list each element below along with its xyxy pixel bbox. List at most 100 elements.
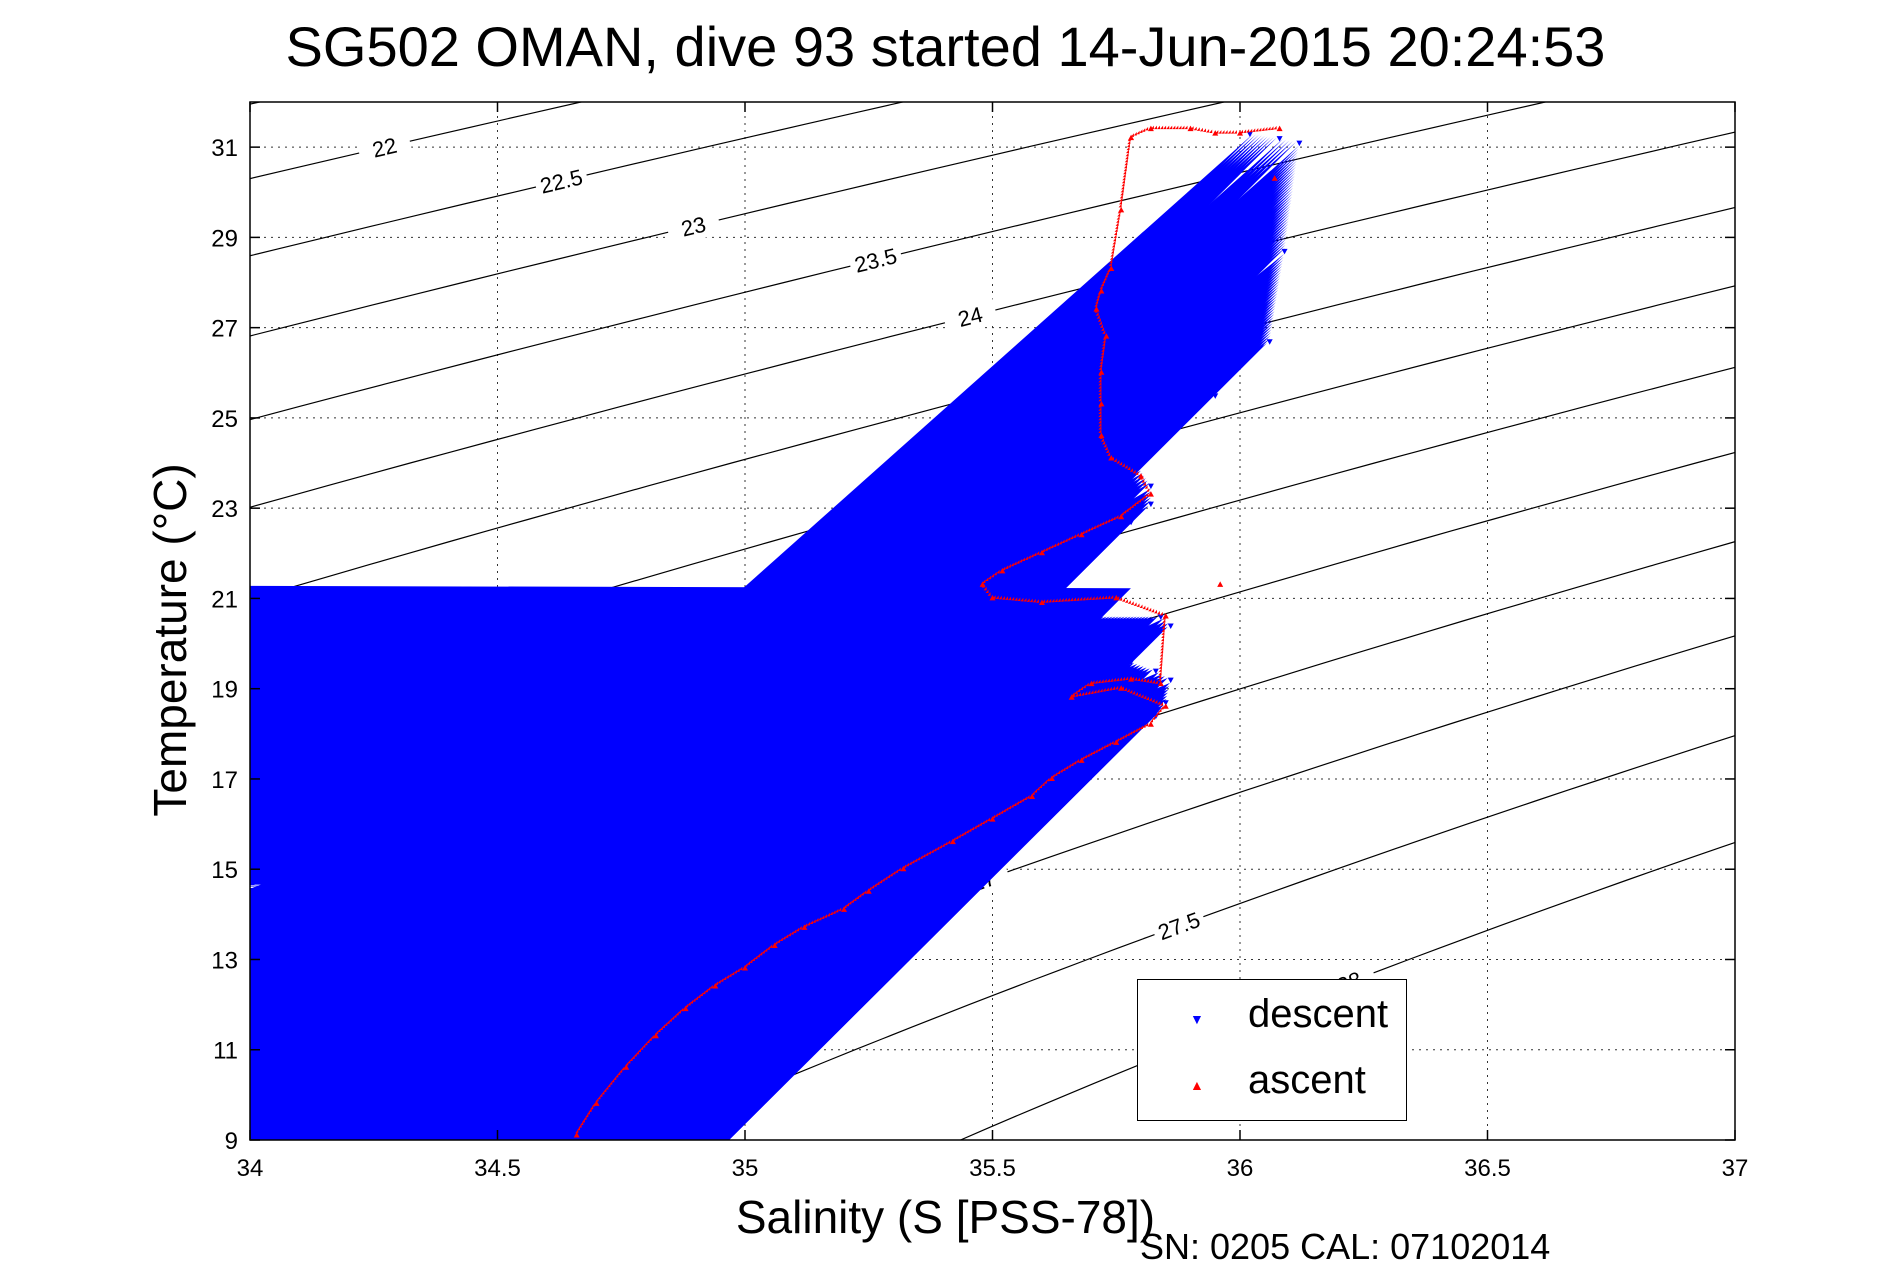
ascent-point (1234, 130, 1237, 134)
ascent-point (1157, 611, 1160, 615)
y-tick-label: 29 (211, 225, 238, 252)
ascent-point (1126, 150, 1129, 154)
ascent-point (1145, 127, 1148, 131)
chart-title: SG502 OMAN, dive 93 started 14-Jun-2015 … (0, 14, 1891, 79)
ascent-point (1261, 127, 1264, 131)
ascent-point (1222, 130, 1225, 134)
ascent-point (1112, 244, 1115, 248)
ascent-point (1161, 635, 1164, 639)
y-tick-label: 13 (211, 947, 238, 974)
ascent-point (1157, 126, 1160, 130)
ascent-point (1111, 247, 1114, 251)
descent-point (1168, 624, 1174, 630)
ascent-point (1110, 253, 1113, 257)
ascent-point (1137, 131, 1140, 135)
x-tick-label: 37 (1722, 1155, 1749, 1182)
ascent-point (1175, 126, 1178, 130)
ascent-point (1140, 605, 1143, 609)
ascent-point (1154, 126, 1157, 130)
ascent-point (1246, 129, 1249, 133)
legend-label-ascent: ascent (1248, 1058, 1366, 1103)
ascent-point (1197, 127, 1200, 131)
ascent-point (1160, 650, 1163, 654)
ascent-point (1163, 126, 1166, 130)
x-axis-label: Salinity (S [PSS-78]) (0, 1190, 1891, 1244)
x-tick-label: 36.5 (1464, 1155, 1511, 1182)
ascent-point (1161, 638, 1164, 642)
y-tick-label: 11 (213, 1038, 238, 1065)
legend-item-descent: ▼ descent (1138, 988, 1406, 1048)
ascent-point (1217, 581, 1223, 587)
ascent-point (1121, 186, 1124, 190)
isopycnal-label: 22.5 (538, 164, 585, 198)
ascent-point (1122, 180, 1125, 184)
ascent-point (1114, 235, 1117, 239)
x-tick-label: 35.5 (969, 1155, 1016, 1182)
ascent-point (1209, 130, 1212, 134)
y-tick-label: 23 (211, 496, 238, 523)
ascent-point (1134, 132, 1137, 136)
ascent-point (1228, 130, 1231, 134)
legend-label-descent: descent (1248, 992, 1388, 1037)
ascent-point (1115, 228, 1118, 232)
y-tick-label: 9 (225, 1128, 238, 1155)
ascent-point (1160, 653, 1163, 657)
ascent-point (1116, 222, 1119, 226)
ascent-point (1203, 128, 1206, 132)
ascent-point (1160, 647, 1163, 651)
ascent-point (1225, 130, 1228, 134)
ascent-point (1120, 192, 1123, 196)
ascent-point (1159, 672, 1162, 676)
ascent-point (1113, 238, 1116, 242)
ascent-point (1120, 195, 1123, 199)
ascent-point (1119, 204, 1122, 208)
ascent-point (1255, 128, 1258, 132)
ascent-point (1118, 207, 1124, 213)
y-tick-label: 21 (211, 586, 238, 613)
ascent-point (1126, 153, 1129, 157)
y-tick-label: 27 (211, 316, 238, 343)
descent-point (1282, 249, 1288, 255)
ascent-point (1163, 703, 1169, 709)
ascent-point (1121, 189, 1124, 193)
ascent-point (1125, 159, 1128, 163)
ascent-point (1159, 659, 1162, 663)
ascent-marker-icon: ▲ (1190, 1078, 1204, 1092)
ascent-point (1271, 126, 1274, 130)
ascent-point (1160, 656, 1163, 660)
ascent-point (1161, 641, 1164, 645)
ascent-point (1127, 144, 1130, 148)
ascent-point (1134, 602, 1137, 606)
ascent-point (1124, 168, 1127, 172)
ascent-point (1116, 219, 1119, 223)
ascent-point (1109, 259, 1112, 263)
ascent-point (1277, 126, 1283, 132)
ascent-point (1111, 250, 1114, 254)
ascent-point (1264, 127, 1267, 131)
ascent-point (1200, 128, 1203, 132)
ascent-point (1148, 608, 1151, 612)
y-tick-label: 25 (211, 406, 238, 433)
ascent-point (1161, 644, 1164, 648)
descent-point (1153, 669, 1159, 675)
ascent-point (1160, 612, 1163, 616)
ascent-point (1160, 126, 1163, 130)
ascent-point (1159, 662, 1162, 666)
descent-point (1148, 484, 1154, 490)
descent-marker-icon: ▼ (1190, 1012, 1204, 1026)
ascent-point (1123, 174, 1126, 178)
ascent-point (1142, 128, 1145, 132)
descent-point (1277, 136, 1283, 142)
ascent-point (1119, 198, 1122, 202)
descent-point (1296, 141, 1302, 147)
ascent-point (1252, 128, 1255, 132)
ascent-point (1114, 232, 1117, 236)
ascent-point (1274, 126, 1277, 130)
ascent-point (1125, 599, 1128, 603)
ascent-point (1218, 130, 1221, 134)
x-tick-label: 35 (732, 1155, 759, 1182)
ascent-point (1124, 165, 1127, 169)
ascent-point (1148, 491, 1154, 497)
ascent-point (1172, 126, 1175, 130)
